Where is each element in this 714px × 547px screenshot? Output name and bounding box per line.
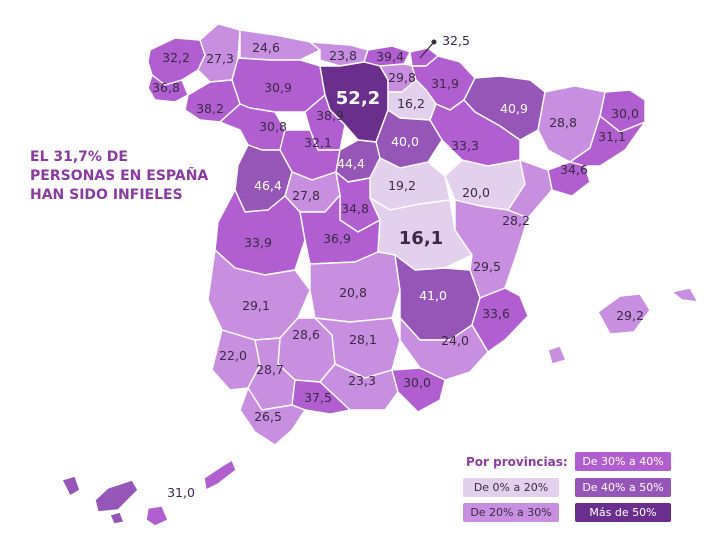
value-granada: 23,3 <box>348 373 376 388</box>
value-ourense: 38,2 <box>196 101 224 116</box>
value-huesca: 40,9 <box>500 101 528 116</box>
value-tarragona: 34,6 <box>560 162 588 177</box>
province-barcelona <box>569 115 646 167</box>
value-sevilla: 28,7 <box>256 362 284 377</box>
value-caceres: 33,9 <box>244 235 272 250</box>
value-lugo: 27,3 <box>206 51 234 66</box>
province-ciudad-real <box>309 251 401 323</box>
value-las-palmas: 31,0 <box>167 485 195 500</box>
headline: EL 31,7% DE PERSONAS EN ESPAÑA HAN SIDO … <box>30 148 240 205</box>
value-burgos: 52,2 <box>336 88 380 109</box>
province-a-coruna <box>147 37 206 86</box>
legend-chip-50-plus: Más de 50% <box>575 503 671 522</box>
province-baleares <box>547 287 699 365</box>
value-pontevedra: 36,8 <box>152 80 180 95</box>
value-teruel: 20,0 <box>462 185 490 200</box>
province-cadiz <box>239 387 306 446</box>
value-cordoba: 28,6 <box>292 327 320 342</box>
province-almeria <box>391 367 446 413</box>
value-a-coruna: 32,2 <box>162 50 190 65</box>
value-avila: 27,8 <box>292 188 320 203</box>
value-valencia: 29,5 <box>473 259 501 274</box>
headline-line-1: EL 31,7% DE <box>30 149 128 165</box>
legend-title: Por provincias: <box>466 455 568 469</box>
province-santa-cruz-de-tenerife <box>61 475 139 525</box>
province-las-palmas <box>145 459 237 527</box>
value-jaen: 28,1 <box>349 332 377 347</box>
value-barcelona: 31,1 <box>598 129 626 144</box>
value-asturias: 24,6 <box>252 40 280 55</box>
value-madrid: 34,8 <box>341 201 369 216</box>
province-murcia <box>399 317 489 381</box>
value-navarra: 31,9 <box>431 76 459 91</box>
value-alicante: 33,6 <box>482 306 510 321</box>
value-guadalajara: 19,2 <box>388 178 416 193</box>
value-malaga: 37,5 <box>304 390 332 405</box>
legend-chip-0-20: De 0% a 20% <box>463 478 559 497</box>
value-cuenca: 16,1 <box>399 228 443 249</box>
value-badajoz: 29,1 <box>242 298 270 313</box>
value-palencia: 38,9 <box>316 108 344 123</box>
value-zaragoza: 33,3 <box>451 138 479 153</box>
value-albacete: 41,0 <box>419 288 447 303</box>
province-pontevedra <box>147 74 189 103</box>
legend-chip-20-30: De 20% a 30% <box>463 503 559 522</box>
value-toledo: 36,9 <box>323 231 351 246</box>
callout-leader-line <box>419 41 435 59</box>
value-la-rioja: 16,2 <box>397 96 425 111</box>
value-cadiz: 26,5 <box>254 409 282 424</box>
value-cantabria: 23,8 <box>329 48 357 63</box>
value-guipuzcoa: 32,5 <box>442 33 470 48</box>
value-girona: 30,0 <box>611 106 639 121</box>
value-baleares: 29,2 <box>616 308 644 323</box>
province-zaragoza <box>429 99 521 167</box>
value-castellon: 28,2 <box>502 213 530 228</box>
value-alava: 29,8 <box>388 70 416 85</box>
value-lleida: 28,8 <box>549 115 577 130</box>
province-caceres <box>214 189 306 276</box>
value-soria: 40,0 <box>391 134 419 149</box>
value-salamanca: 46,4 <box>254 178 282 193</box>
headline-line-2: PERSONAS EN ESPAÑA <box>30 168 209 184</box>
legend-chip-40-50: De 40% a 50% <box>575 478 671 497</box>
headline-line-3: HAN SIDO INFIELES <box>30 187 183 203</box>
value-murcia: 24,0 <box>441 333 469 348</box>
value-zamora: 30,8 <box>259 119 287 134</box>
value-leon: 30,9 <box>264 80 292 95</box>
value-santa-cruz-de-tenerife: 47,8 <box>84 474 112 489</box>
value-ciudad-real: 20,8 <box>339 285 367 300</box>
value-vizcaya: 39,4 <box>376 49 404 64</box>
value-segovia: 44,4 <box>337 156 365 171</box>
legend-chip-30-40: De 30% a 40% <box>575 452 671 471</box>
value-huelva: 22,0 <box>219 348 247 363</box>
value-valladolid: 32,1 <box>304 135 332 150</box>
value-almeria: 30,0 <box>403 375 431 390</box>
